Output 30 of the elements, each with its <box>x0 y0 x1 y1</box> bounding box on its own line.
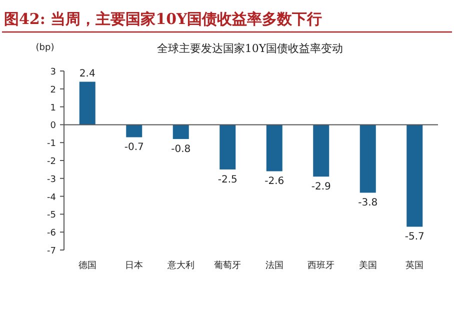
x-tick-label: 法国 <box>265 260 284 271</box>
y-tick-label: 3 <box>50 68 56 78</box>
data-label: -5.7 <box>404 232 424 243</box>
data-label: -2.9 <box>311 182 331 193</box>
x-tick-label: 意大利 <box>166 260 194 271</box>
chart-subtitle: 全球主要发达国家10Y国债收益率变动 <box>156 42 344 55</box>
x-tick-label: 英国 <box>406 260 424 271</box>
y-tick-label: 2 <box>50 85 56 96</box>
y-tick-label: -5 <box>47 210 56 221</box>
y-tick-label: -3 <box>47 174 56 185</box>
y-tick-label: -4 <box>47 192 56 203</box>
x-tick-label: 西班牙 <box>308 260 335 271</box>
y-tick-label: -7 <box>47 246 56 256</box>
data-label: 2.4 <box>79 68 96 80</box>
y-axis-title: (bp) <box>36 43 54 53</box>
y-tick-label: -1 <box>47 139 56 150</box>
data-label: -0.8 <box>171 144 191 156</box>
x-tick-label: 葡萄牙 <box>214 260 242 271</box>
chart-title: 图42: 当周，主要国家10Y国债收益率多数下行 <box>4 10 322 28</box>
x-tick-label: 日本 <box>125 260 144 271</box>
y-tick-label: 1 <box>50 103 56 114</box>
x-tick-label: 德国 <box>78 260 96 271</box>
x-tick-label: 美国 <box>358 260 377 271</box>
data-label: -0.7 <box>124 142 144 154</box>
y-tick-label: -6 <box>47 228 56 239</box>
data-label: -2.5 <box>218 174 238 186</box>
y-tick-label: -2 <box>47 157 56 167</box>
data-label: -3.8 <box>358 198 378 209</box>
data-label: -2.6 <box>264 176 284 188</box>
y-tick-label: 0 <box>50 121 56 132</box>
